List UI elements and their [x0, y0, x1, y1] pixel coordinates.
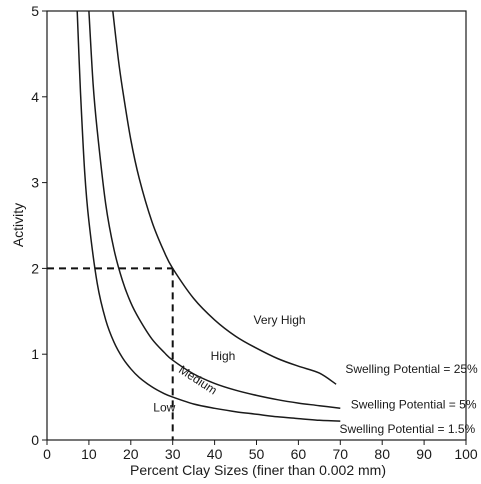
y-axis-title: Activity — [10, 203, 26, 247]
y-tick-label: 0 — [31, 432, 39, 448]
x-tick-label: 90 — [416, 446, 432, 462]
annotation-label: Medium — [176, 363, 219, 398]
x-axis-title: Percent Clay Sizes (finer than 0.002 mm) — [130, 462, 386, 478]
x-tick-label: 30 — [165, 446, 181, 462]
annotation-label: Swelling Potential = 5% — [351, 397, 477, 411]
annotation-label: Swelling Potential = 25% — [345, 362, 478, 376]
y-tick-label: 2 — [31, 260, 39, 276]
x-tick-label: 0 — [43, 446, 51, 462]
y-tick-label: 5 — [31, 3, 39, 19]
annotation-label: Swelling Potential = 1.5% — [339, 422, 475, 436]
annotation-label: High — [211, 349, 236, 363]
series-line-low-medium — [76, 10, 341, 422]
series-line-high-very-high — [112, 10, 337, 385]
series-line-medium-high — [88, 10, 341, 410]
x-tick-label: 100 — [454, 446, 478, 462]
x-tick-label: 80 — [374, 446, 390, 462]
x-tick-label: 50 — [249, 446, 265, 462]
y-tick-label: 1 — [31, 346, 39, 362]
x-tick-label: 60 — [291, 446, 307, 462]
x-tick-label: 40 — [207, 446, 223, 462]
x-tick-label: 20 — [123, 446, 139, 462]
x-tick-label: 10 — [81, 446, 97, 462]
x-tick-label: 70 — [333, 446, 349, 462]
annotation-label: Very High — [254, 313, 306, 327]
y-tick-label: 3 — [31, 175, 39, 191]
y-tick-label: 4 — [31, 89, 39, 105]
annotation-label: Low — [153, 401, 175, 415]
